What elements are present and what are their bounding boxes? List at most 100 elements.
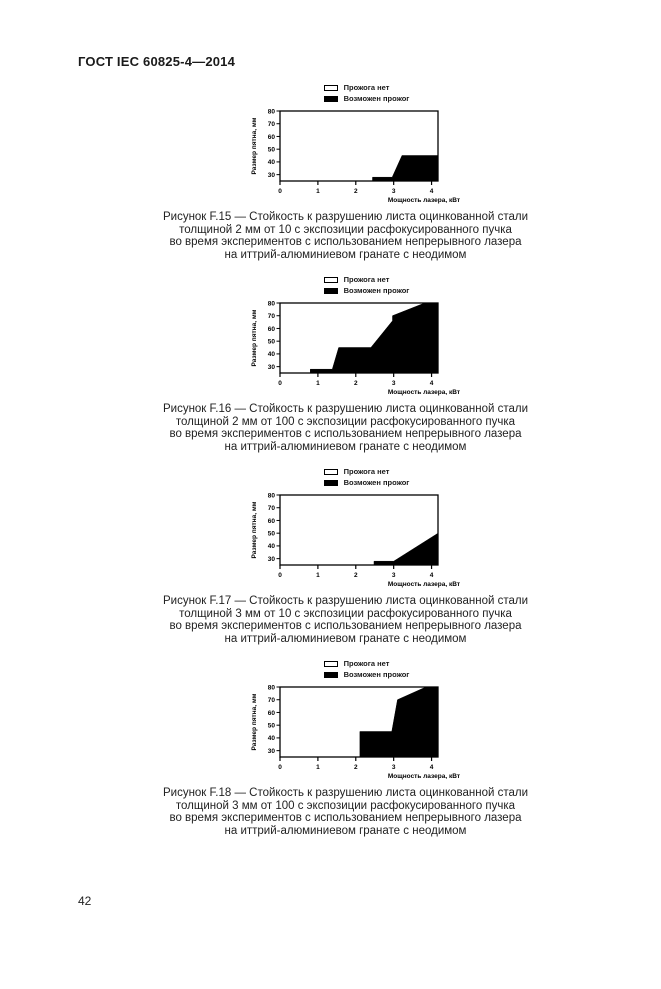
svg-text:80: 80: [267, 492, 275, 499]
burn-possible-swatch: [323, 671, 338, 678]
svg-text:70: 70: [267, 121, 275, 128]
figure-f15: Прожога нет Возможен прожог 30 40 50 60 70 80…: [0, 83, 661, 261]
legend-row-no-burn: Прожога нет: [323, 83, 410, 92]
legend-label-no-burn: Прожога нет: [343, 275, 390, 284]
svg-text:60: 60: [267, 518, 275, 525]
svg-text:4: 4: [429, 572, 433, 579]
svg-text:1: 1: [316, 572, 320, 579]
svg-text:Размер пятна, мм: Размер пятна, мм: [251, 501, 258, 558]
chart-area-f15: Прожога нет Возможен прожог 30 40 50 60 70 80…: [248, 83, 470, 207]
caption-line: толщиной 3 мм от 10 с экспозиции расфоку…: [179, 607, 512, 620]
legend-label-burn-possible: Возможен прожог: [343, 670, 410, 679]
burn-possible-swatch: [323, 479, 338, 486]
caption-line: во время экспериментов с использованием …: [169, 620, 522, 632]
svg-text:70: 70: [267, 313, 275, 320]
svg-text:2: 2: [353, 380, 357, 387]
figure-f17: Прожога нет Возможен прожог 30 40 50 60 70 80…: [0, 467, 661, 645]
svg-text:40: 40: [267, 159, 275, 166]
chart-area-f17: Прожога нет Возможен прожог 30 40 50 60 70 80…: [248, 467, 470, 591]
svg-text:3: 3: [391, 188, 395, 195]
svg-text:30: 30: [267, 556, 275, 563]
caption-line: толщиной 2 мм от 10 с экспозиции расфоку…: [179, 223, 512, 236]
legend-label-no-burn: Прожога нет: [343, 467, 390, 476]
svg-text:50: 50: [267, 530, 275, 537]
svg-text:3: 3: [391, 380, 395, 387]
svg-text:Размер пятна, мм: Размер пятна, мм: [251, 693, 258, 750]
caption-line: на иттрий-алюминиевом гранате с неодимом: [224, 440, 467, 453]
caption-line: Рисунок F.16 — Стойкость к разрушению ли…: [162, 403, 529, 415]
figure-caption-f15: Рисунок F.15 — Стойкость к разрушению ли…: [15, 211, 661, 261]
no-burn-swatch: [323, 276, 338, 283]
figure-f18: Прожога нет Возможен прожог 30 40 50 60 70 80…: [0, 659, 661, 837]
caption-line: Рисунок F.15 — Стойкость к разрушению ли…: [162, 211, 529, 223]
svg-text:Размер пятна, мм: Размер пятна, мм: [251, 309, 258, 366]
no-burn-swatch: [323, 84, 338, 91]
legend-row-burn-possible: Возможен прожог: [323, 670, 410, 679]
legend-row-no-burn: Прожога нет: [323, 467, 410, 476]
svg-text:3: 3: [391, 572, 395, 579]
legend-label-burn-possible: Возможен прожог: [343, 478, 410, 487]
svg-text:4: 4: [429, 764, 433, 771]
svg-text:2: 2: [353, 188, 357, 195]
chart-area-f16: Прожога нет Возможен прожог 30 40 50 60 70 80…: [248, 275, 470, 399]
figure-caption-f17: Рисунок F.17 — Стойкость к разрушению ли…: [15, 595, 661, 645]
no-burn-swatch: [323, 660, 338, 667]
svg-text:60: 60: [267, 326, 275, 333]
svg-text:0: 0: [278, 380, 282, 387]
caption-line: на иттрий-алюминиевом гранате с неодимом: [224, 824, 467, 837]
svg-text:0: 0: [278, 764, 282, 771]
svg-text:30: 30: [267, 364, 275, 371]
svg-text:Мощность лазера, кВт: Мощность лазера, кВт: [387, 581, 459, 588]
figure-f16: Прожога нет Возможен прожог 30 40 50 60 70 80…: [0, 275, 661, 453]
svg-text:2: 2: [353, 572, 357, 579]
document-header: ГОСТ IEC 60825-4—2014: [78, 54, 236, 69]
caption-line: толщиной 3 мм от 100 с экспозиции расфок…: [175, 799, 516, 812]
chart-legend: Прожога нет Возможен прожог: [323, 467, 410, 487]
caption-line: на иттрий-алюминиевом гранате с неодимом: [224, 248, 467, 261]
legend-row-no-burn: Прожога нет: [323, 275, 410, 284]
svg-text:0: 0: [278, 188, 282, 195]
svg-text:70: 70: [267, 505, 275, 512]
chart-f17: 30 40 50 60 70 80 0 1 2 3 4 Размер пятна, мм Мощност…: [251, 492, 460, 588]
chart-area-f18: Прожога нет Возможен прожог 30 40 50 60 70 80…: [248, 659, 470, 783]
caption-line: во время экспериментов с использованием …: [169, 236, 522, 248]
no-burn-swatch: [323, 468, 338, 475]
legend-label-no-burn: Прожога нет: [343, 83, 390, 92]
svg-text:Размер пятна, мм: Размер пятна, мм: [251, 117, 258, 174]
svg-text:2: 2: [353, 764, 357, 771]
legend-row-burn-possible: Возможен прожог: [323, 286, 410, 295]
caption-line: Рисунок F.18 — Стойкость к разрушению ли…: [162, 787, 529, 799]
burn-possible-swatch: [323, 287, 338, 294]
svg-text:70: 70: [267, 697, 275, 704]
svg-text:1: 1: [316, 188, 320, 195]
svg-text:1: 1: [316, 764, 320, 771]
caption-line: толщиной 2 мм от 100 с экспозиции расфок…: [175, 415, 516, 428]
svg-text:80: 80: [267, 108, 275, 115]
legend-label-burn-possible: Возможен прожог: [343, 286, 410, 295]
svg-text:4: 4: [429, 380, 433, 387]
chart-legend: Прожога нет Возможен прожог: [323, 659, 410, 679]
svg-text:50: 50: [267, 722, 275, 729]
svg-text:Мощность лазера, кВт: Мощность лазера, кВт: [387, 773, 459, 780]
svg-text:Мощность лазера, кВт: Мощность лазера, кВт: [387, 389, 459, 396]
legend-label-burn-possible: Возможен прожог: [343, 94, 410, 103]
legend-row-no-burn: Прожога нет: [323, 659, 410, 668]
caption-line: на иттрий-алюминиевом гранате с неодимом: [224, 632, 467, 645]
figure-caption-f16: Рисунок F.16 — Стойкость к разрушению ли…: [15, 403, 661, 453]
svg-text:4: 4: [429, 188, 433, 195]
legend-label-no-burn: Прожога нет: [343, 659, 390, 668]
svg-text:3: 3: [391, 764, 395, 771]
chart-f15: 30 40 50 60 70 80 0 1 2 3 4 Размер пятна, мм Мощност…: [251, 108, 460, 204]
svg-text:50: 50: [267, 146, 275, 153]
svg-text:80: 80: [267, 684, 275, 691]
caption-line: во время экспериментов с использованием …: [169, 428, 522, 440]
figure-caption-f18: Рисунок F.18 — Стойкость к разрушению ли…: [15, 787, 661, 837]
page-number: 42: [78, 894, 92, 908]
svg-text:60: 60: [267, 134, 275, 141]
chart-legend: Прожога нет Возможен прожог: [323, 275, 410, 295]
caption-line: Рисунок F.17 — Стойкость к разрушению ли…: [162, 595, 529, 607]
burn-possible-swatch: [323, 95, 338, 102]
svg-text:30: 30: [267, 172, 275, 179]
svg-text:0: 0: [278, 572, 282, 579]
svg-text:80: 80: [267, 300, 275, 307]
